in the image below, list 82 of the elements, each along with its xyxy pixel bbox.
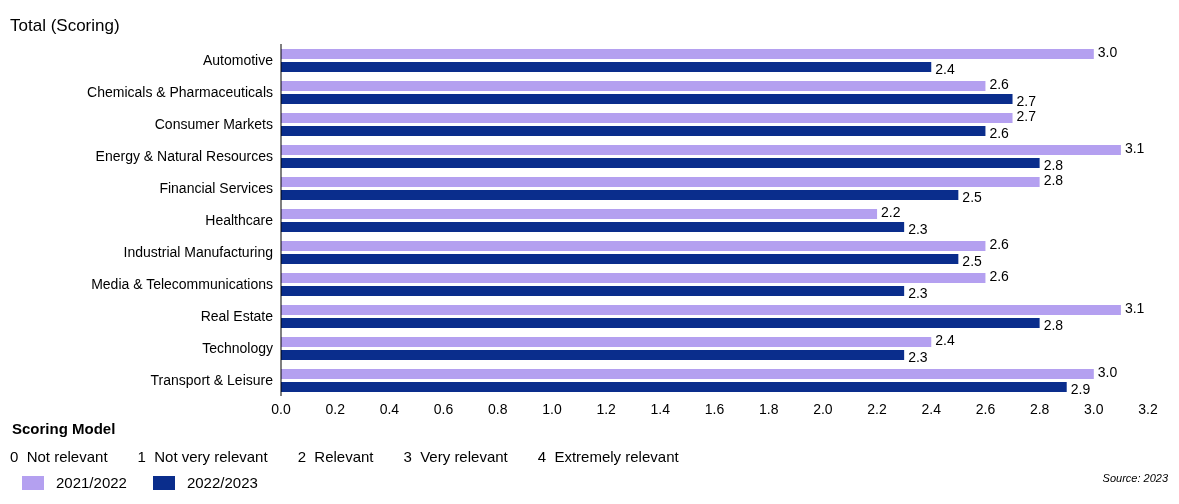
x-tick-label: 1.4 bbox=[650, 400, 671, 417]
x-tick-label: 2.2 bbox=[867, 400, 887, 417]
text: 0 Not relevant bbox=[10, 448, 108, 465]
x-tick-label: 2.8 bbox=[1029, 400, 1050, 417]
y-tick-label: Real Estate bbox=[200, 307, 274, 324]
data-label: 2.6 bbox=[989, 125, 1010, 141]
data-label: 2.5 bbox=[962, 253, 983, 269]
text: 2 Relevant bbox=[297, 448, 374, 465]
bar bbox=[281, 62, 932, 72]
x-tick-label: 0.8 bbox=[488, 400, 508, 417]
y-tick-label: Energy & Natural Resources bbox=[95, 147, 273, 164]
bar bbox=[281, 337, 932, 347]
bar bbox=[281, 190, 959, 200]
y-tick-label: Transport & Leisure bbox=[150, 371, 274, 388]
bar bbox=[281, 369, 1094, 379]
data-label: 2.8 bbox=[1043, 317, 1064, 333]
x-tick-label: 1.0 bbox=[542, 400, 562, 417]
y-tick-label: Industrial Manufacturing bbox=[123, 243, 273, 260]
data-label: 2.6 bbox=[989, 268, 1010, 284]
data-label: 2.6 bbox=[989, 236, 1010, 252]
bar bbox=[281, 209, 878, 219]
bar bbox=[281, 145, 1121, 155]
y-tick-label: Financial Services bbox=[159, 179, 273, 196]
legend-label: 2022/2023 bbox=[186, 474, 258, 491]
x-tick-label: 0.6 bbox=[433, 400, 454, 417]
bar bbox=[281, 94, 1013, 104]
bar bbox=[281, 177, 1040, 187]
bar bbox=[281, 81, 986, 91]
bar bbox=[281, 126, 986, 136]
text: 1 Not very relevant bbox=[137, 448, 268, 465]
y-tick-label: Technology bbox=[202, 339, 273, 356]
y-tick-label: Healthcare bbox=[205, 211, 274, 228]
x-tick-label: 2.0 bbox=[813, 400, 833, 417]
x-tick-label: 3.0 bbox=[1084, 400, 1104, 417]
bar bbox=[281, 222, 905, 232]
bar bbox=[281, 286, 905, 296]
data-label: 2.7 bbox=[1016, 108, 1037, 124]
data-label: 2.2 bbox=[881, 204, 901, 220]
bar bbox=[281, 382, 1067, 392]
y-tick-label: Automotive bbox=[202, 51, 274, 68]
bar bbox=[281, 241, 986, 251]
text: Scoring Model bbox=[12, 420, 116, 437]
y-tick-label: Media & Telecommunications bbox=[91, 275, 273, 292]
bar bbox=[281, 305, 1121, 315]
bar bbox=[281, 113, 1013, 123]
bar bbox=[281, 254, 959, 264]
bar bbox=[281, 350, 905, 360]
data-label: 2.6 bbox=[989, 76, 1010, 92]
data-label: 3.1 bbox=[1124, 140, 1145, 156]
y-tick-label: Consumer Markets bbox=[154, 115, 273, 132]
data-label: 3.1 bbox=[1124, 300, 1145, 316]
data-label: 2.4 bbox=[935, 61, 955, 77]
data-label: 2.3 bbox=[908, 349, 928, 365]
bar bbox=[281, 273, 986, 283]
x-tick-label: 2.4 bbox=[921, 400, 942, 417]
y-tick-label: Chemicals & Pharmaceuticals bbox=[87, 83, 273, 100]
data-label: 3.0 bbox=[1097, 364, 1118, 380]
x-tick-label: 1.6 bbox=[704, 400, 725, 417]
bar bbox=[281, 318, 1040, 328]
text: Total (Scoring) bbox=[10, 16, 120, 36]
source-note: Source: 2023 bbox=[1102, 472, 1168, 484]
x-tick-label: 1.8 bbox=[758, 400, 779, 417]
bar bbox=[281, 158, 1040, 168]
data-label: 2.8 bbox=[1043, 172, 1064, 188]
data-label: 2.9 bbox=[1070, 381, 1091, 397]
data-label: 2.7 bbox=[1016, 93, 1037, 109]
data-label: 2.5 bbox=[962, 189, 983, 205]
data-label: 2.3 bbox=[908, 285, 928, 301]
x-tick-label: 0.2 bbox=[325, 400, 346, 417]
x-tick-label: 0.4 bbox=[379, 400, 400, 417]
x-tick-label: 0.0 bbox=[271, 400, 291, 417]
data-label: 2.3 bbox=[908, 221, 928, 237]
text: 4 Extremely relevant bbox=[537, 448, 679, 465]
text: 3 Very relevant bbox=[403, 448, 508, 465]
data-label: 2.4 bbox=[935, 332, 955, 348]
legend-label: 2021/2022 bbox=[56, 474, 127, 491]
data-label: 2.8 bbox=[1043, 157, 1064, 173]
x-tick-label: 3.2 bbox=[1138, 400, 1158, 417]
x-tick-label: 2.6 bbox=[975, 400, 996, 417]
bar bbox=[281, 49, 1094, 59]
x-tick-label: 1.2 bbox=[596, 400, 617, 417]
data-label: 3.0 bbox=[1097, 44, 1118, 60]
